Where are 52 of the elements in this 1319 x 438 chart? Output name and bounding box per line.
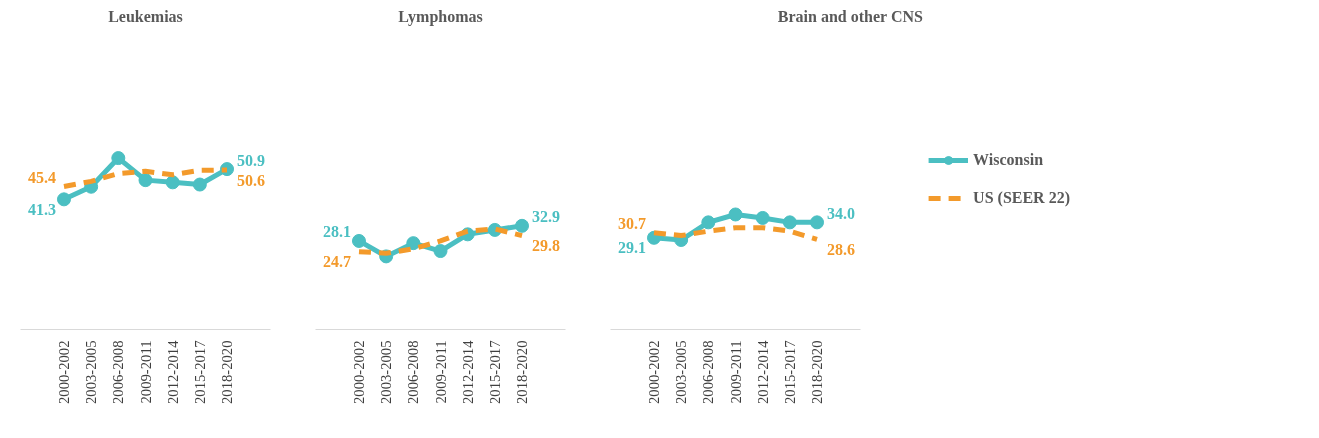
x-tick-label: 2009-2011	[137, 340, 154, 404]
x-tick-label: 2003-2005	[673, 340, 690, 405]
point	[165, 175, 180, 190]
point	[782, 215, 797, 230]
point	[111, 151, 126, 166]
x-tick-label: 2000-2002	[350, 340, 367, 405]
x-tick-label: 2009-2011	[432, 340, 449, 404]
chart-title: Lymphomas	[398, 7, 483, 26]
data-label: 34.0	[827, 204, 856, 222]
x-tick-label: 2012-2014	[459, 339, 476, 405]
x-tick-label: 2012-2014	[164, 339, 181, 405]
x-tick-label: 2015-2017	[191, 340, 208, 405]
x-tick-label: 2015-2017	[781, 340, 798, 405]
x-tick-label: 2018-2020	[514, 340, 531, 405]
data-label: 28.1	[322, 223, 351, 241]
data-label: 41.3	[27, 200, 56, 218]
data-label: 28.6	[827, 240, 856, 258]
point	[56, 192, 71, 207]
point	[515, 218, 530, 233]
data-label: 29.1	[617, 239, 646, 257]
point	[728, 207, 743, 222]
data-label: 30.7	[617, 215, 646, 233]
data-label: 24.7	[322, 253, 351, 271]
data-label: 45.4	[27, 168, 56, 186]
x-tick-label: 2009-2011	[727, 340, 744, 404]
point	[810, 215, 825, 230]
x-tick-label: 2006-2008	[405, 340, 422, 405]
chart-title: Brain and other CNS	[777, 7, 923, 25]
x-tick-label: 2006-2008	[700, 340, 717, 405]
data-label: 50.9	[237, 151, 266, 169]
data-label: 29.8	[532, 237, 561, 255]
legend-label: Wisconsin	[973, 151, 1044, 169]
x-tick-label: 2006-2008	[110, 340, 127, 405]
x-tick-label: 2015-2017	[486, 340, 503, 405]
x-tick-label: 2000-2002	[55, 340, 72, 405]
data-label: 50.6	[237, 171, 266, 189]
legend-label: US (SEER 22)	[973, 189, 1070, 207]
point	[351, 233, 366, 248]
point	[138, 173, 153, 188]
point	[433, 244, 448, 259]
data-label: 32.9	[532, 208, 561, 226]
point	[701, 215, 716, 230]
x-tick-label: 2018-2020	[219, 340, 236, 405]
x-tick-label: 2018-2020	[809, 340, 826, 405]
point	[406, 236, 421, 251]
chart-title: Leukemias	[108, 7, 183, 25]
x-tick-label: 2003-2005	[378, 340, 395, 405]
x-tick-label: 2012-2014	[754, 339, 771, 405]
x-tick-label: 2000-2002	[645, 340, 662, 405]
point	[192, 177, 207, 192]
x-tick-label: 2003-2005	[83, 340, 100, 405]
point	[755, 210, 770, 225]
